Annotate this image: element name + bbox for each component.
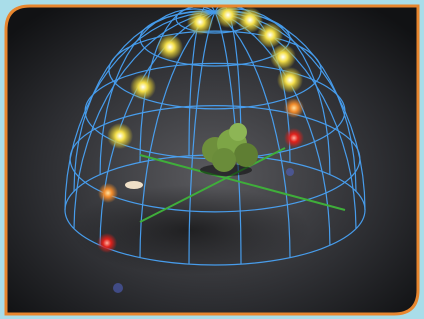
illustration	[0, 0, 424, 319]
page: (() => { const ns = 'http://www.w3.org/2…	[0, 0, 424, 319]
sun-projection	[125, 181, 143, 189]
sun-below-horizon	[113, 283, 123, 293]
sun-glow	[130, 74, 156, 100]
sun-glow	[98, 183, 118, 203]
sun-glow	[284, 128, 304, 148]
sun-below-horizon	[286, 168, 294, 176]
sun-glow	[97, 233, 117, 253]
sun-glow	[187, 9, 213, 35]
sun-glow	[270, 44, 296, 70]
sun-glow	[284, 98, 304, 118]
sun-glow	[277, 67, 303, 93]
sun-glow	[257, 22, 283, 48]
sun-glow	[157, 34, 183, 60]
sun-glow	[107, 123, 133, 149]
